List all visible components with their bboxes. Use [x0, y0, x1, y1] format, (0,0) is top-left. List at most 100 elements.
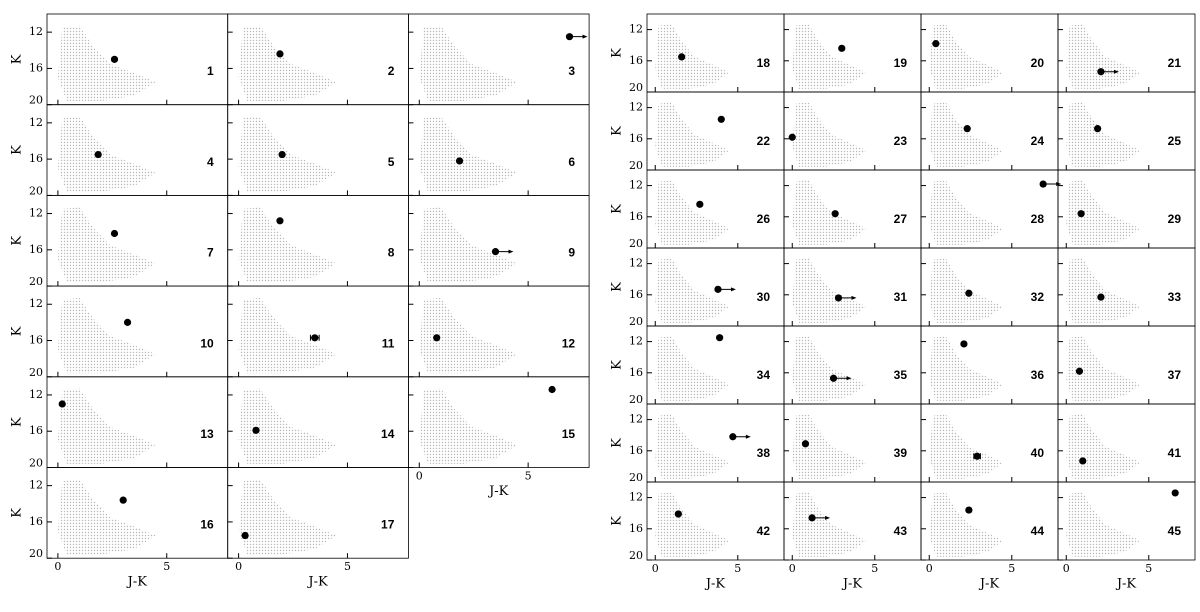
target-point	[696, 200, 704, 208]
target-point	[808, 514, 816, 522]
limit-arrowhead	[851, 295, 857, 300]
field-stars	[1066, 24, 1141, 89]
panel-number: 45	[1168, 524, 1182, 538]
y-tick-label: 16	[29, 424, 43, 437]
target-point	[565, 33, 574, 41]
field-stars	[655, 336, 730, 401]
y-tick-label: 20	[629, 393, 643, 406]
target-point	[1097, 293, 1105, 301]
panel-number: 22	[757, 134, 771, 148]
x-tick-label: 5	[871, 562, 878, 575]
x-tick-label: 0	[652, 562, 659, 575]
field-stars	[655, 414, 730, 479]
panel-number: 31	[894, 290, 908, 304]
field-stars	[238, 297, 337, 374]
panel-number: 17	[381, 518, 395, 532]
field-stars	[929, 102, 1004, 167]
target-point	[714, 285, 722, 293]
y-tick-label: 16	[29, 334, 43, 347]
y-axis-label: K	[10, 236, 25, 246]
target-point	[276, 50, 284, 58]
y-tick-label: 12	[629, 413, 643, 426]
field-stars	[1066, 492, 1141, 557]
y-tick-label: 20	[29, 275, 43, 288]
panel-number: 13	[200, 427, 214, 441]
y-tick-label: 12	[629, 23, 643, 36]
y-tick-label: 20	[29, 547, 43, 560]
limit-arrowhead	[730, 287, 736, 292]
target-point	[973, 452, 981, 460]
panel-number: 24	[1031, 134, 1045, 148]
target-point	[831, 210, 839, 218]
field-stars	[929, 258, 1004, 323]
limit-arrowhead	[846, 376, 852, 381]
panel-number: 25	[1168, 134, 1182, 148]
panel-number: 41	[1168, 446, 1182, 460]
y-axis-label: K	[10, 54, 25, 64]
y-tick-label: 20	[629, 549, 643, 562]
x-tick-label: 5	[1145, 562, 1152, 575]
y-tick-label: 12	[29, 207, 43, 220]
y-tick-label: 16	[629, 444, 643, 457]
y-tick-label: 16	[29, 61, 43, 74]
y-axis-label: K	[610, 204, 625, 214]
x-tick-label: 0	[1063, 562, 1070, 575]
field-stars	[419, 297, 518, 374]
y-tick-label: 12	[29, 388, 43, 401]
y-axis-label: K	[610, 438, 625, 448]
target-point	[433, 334, 441, 342]
target-point	[717, 115, 725, 123]
field-stars	[655, 180, 730, 245]
y-tick-label: 16	[629, 522, 643, 535]
panel-number: 6	[568, 155, 575, 169]
target-point	[1075, 367, 1084, 375]
y-tick-label: 16	[629, 288, 643, 301]
target-point	[674, 510, 682, 518]
target-point	[960, 340, 968, 348]
x-axis-label: J-K	[126, 575, 148, 590]
y-axis-label: K	[610, 360, 625, 370]
panel-number: 26	[757, 212, 771, 226]
panel-number: 16	[200, 518, 214, 532]
target-point	[311, 334, 319, 342]
field-stars	[929, 24, 1004, 89]
target-point	[94, 150, 102, 159]
field-stars	[792, 102, 867, 167]
panel-number: 9	[568, 246, 575, 260]
x-tick-label: 5	[1008, 562, 1015, 575]
panel-number: 43	[894, 524, 908, 538]
y-tick-label: 20	[29, 94, 43, 107]
limit-arrowhead	[825, 515, 831, 520]
field-stars	[792, 24, 867, 89]
field-stars	[238, 479, 337, 555]
field-stars	[655, 102, 730, 167]
field-stars	[57, 25, 156, 102]
field-stars	[1066, 414, 1141, 479]
y-tick-label: 16	[629, 132, 643, 145]
field-stars	[1066, 102, 1141, 167]
limit-arrowhead	[1113, 69, 1119, 74]
field-stars	[929, 414, 1004, 479]
target-point	[1094, 125, 1102, 133]
field-stars	[792, 492, 867, 557]
panel-number: 23	[894, 134, 908, 148]
field-stars	[419, 388, 518, 464]
x-tick-label: 0	[789, 562, 796, 575]
x-tick-label: 5	[525, 470, 532, 483]
y-tick-label: 20	[29, 366, 43, 379]
y-tick-label: 20	[629, 471, 643, 484]
field-stars	[57, 297, 156, 374]
x-axis-label: J-K	[487, 484, 509, 499]
y-tick-label: 16	[629, 366, 643, 379]
field-stars	[929, 336, 1004, 401]
y-tick-label: 12	[629, 335, 643, 348]
panel-frame	[407, 376, 590, 468]
y-tick-label: 16	[29, 515, 43, 528]
panel-number: 34	[757, 368, 771, 382]
x-tick-label: 5	[163, 560, 170, 573]
y-tick-label: 12	[29, 297, 43, 310]
panel-number: 5	[388, 155, 395, 169]
panel-number: 29	[1168, 212, 1182, 226]
panel-number: 42	[757, 524, 771, 538]
